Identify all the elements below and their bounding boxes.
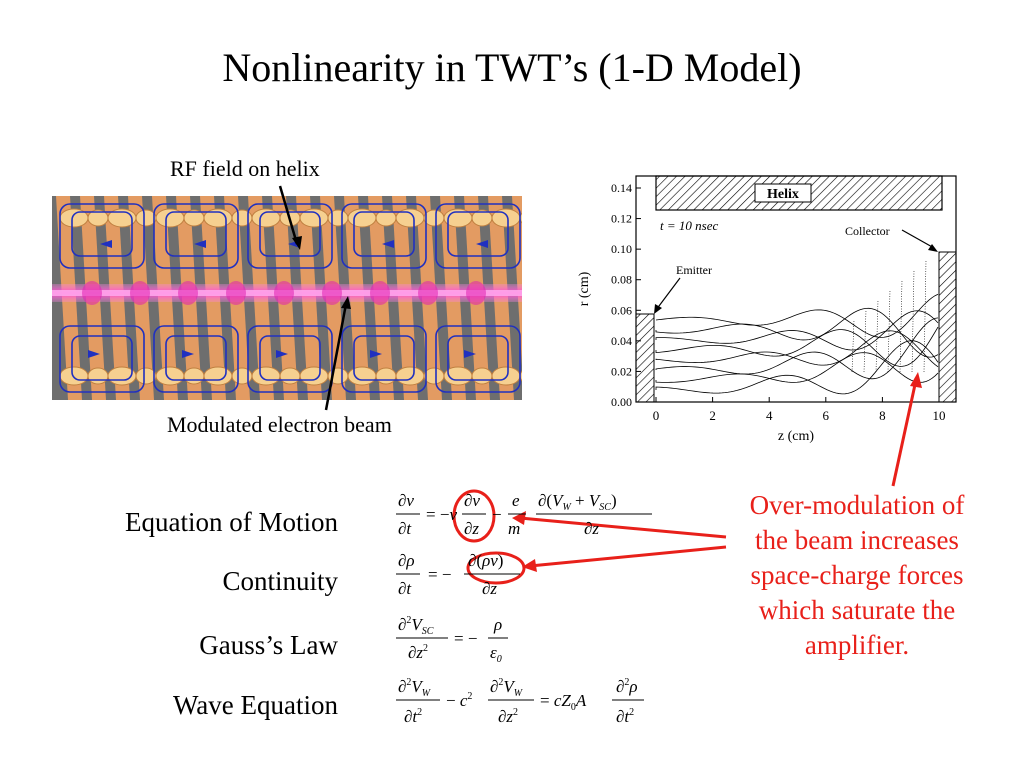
y-tick-label: 0.10 — [611, 242, 632, 256]
svg-text:m: m — [508, 519, 520, 538]
y-tick-label: 0.08 — [611, 273, 632, 287]
svg-text:∂t: ∂t — [398, 519, 412, 538]
time-text: t = 10 nsec — [660, 218, 718, 233]
equation-gauss: ∂2VSC ∂z2 = − ρ ε0 — [396, 615, 508, 665]
beam-label: Modulated electron beam — [167, 412, 392, 437]
svg-text:e: e — [512, 491, 520, 510]
svg-text:ε0: ε0 — [490, 643, 502, 665]
helix-illustration — [52, 196, 541, 400]
svg-text:∂z: ∂z — [482, 579, 497, 598]
svg-text:− c2: − c2 — [446, 691, 472, 710]
equation-motion: ∂v ∂t = −v ∂v ∂z − e m ∂(VW + VSC) ∂z — [396, 491, 652, 538]
y-tick-label: 0.06 — [611, 303, 632, 317]
plot-ylabel: r (cm) — [577, 271, 592, 306]
plot-svg: Helix t = 10 nsec Emitter Collector 0 2 4 6… — [577, 175, 957, 444]
x-tick-label: 4 — [766, 408, 773, 423]
collector-text: Collector — [845, 224, 890, 238]
svg-text:∂v: ∂v — [464, 491, 480, 510]
equations-image: ∂v ∂t = −v ∂v ∂z − e m ∂(VW + VSC) ∂z ∂ρ… — [396, 491, 652, 726]
svg-text:∂t2: ∂t2 — [616, 707, 634, 726]
svg-text:= −: = − — [454, 629, 477, 648]
y-tick-label: 0.00 — [611, 395, 632, 409]
emitter-block — [635, 313, 655, 403]
svg-text:∂t: ∂t — [398, 579, 412, 598]
equation-label-motion: Equation of Motion — [125, 507, 338, 537]
helix-diagram-svg — [52, 196, 541, 400]
svg-text:∂2VW: ∂2VW — [490, 677, 524, 699]
plot-ticks: 0 2 4 6 8 10 0.00 0.02 0.04 0.06 0.08 0.10 0.12 0.14 — [611, 181, 946, 423]
saturation-annotation: Over-modulation of the beam increases sp… — [749, 490, 965, 660]
collector-block — [938, 251, 957, 403]
svg-text:∂z: ∂z — [464, 519, 479, 538]
svg-text:∂(ρv): ∂(ρv) — [468, 551, 503, 570]
svg-text:∂z2: ∂z2 — [408, 643, 428, 662]
svg-text:∂(VW + VSC): ∂(VW + VSC) — [538, 491, 617, 513]
svg-text:∂ρ: ∂ρ — [398, 551, 415, 570]
y-tick-label: 0.14 — [611, 181, 632, 195]
svg-text:∂z: ∂z — [584, 519, 599, 538]
svg-text:ρ: ρ — [493, 615, 502, 634]
field-lines — [59, 203, 521, 393]
equation-label-gauss: Gauss’s Law — [199, 630, 338, 660]
electron-trajectories — [655, 259, 939, 395]
slide-title: Nonlinearity in TWT’s (1-D Model) — [222, 45, 802, 90]
y-tick-label: 0.02 — [611, 364, 632, 378]
simulation-plot: Helix t = 10 nsec Emitter Collector 0 2 4 6… — [572, 170, 972, 445]
x-tick-label: 10 — [933, 408, 946, 423]
svg-text:∂v: ∂v — [398, 491, 414, 510]
svg-text:∂2VW: ∂2VW — [398, 677, 432, 699]
emitter-text: Emitter — [676, 263, 712, 277]
y-tick-label: 0.12 — [611, 212, 632, 226]
svg-text:∂2ρ: ∂2ρ — [616, 677, 638, 696]
svg-text:∂t2: ∂t2 — [404, 707, 422, 726]
x-tick-label: 6 — [823, 408, 830, 423]
plot-xlabel: z (cm) — [778, 429, 814, 444]
rf-field-label: RF field on helix — [170, 156, 320, 181]
equation-label-continuity: Continuity — [222, 566, 338, 596]
svg-text:∂2VSC: ∂2VSC — [398, 615, 434, 637]
svg-text:= −: = − — [428, 565, 451, 584]
svg-text:−: − — [492, 505, 502, 524]
x-tick-label: 8 — [879, 408, 886, 423]
equation-label-wave: Wave Equation — [172, 690, 338, 720]
helix-text: Helix — [767, 187, 799, 202]
equation-continuity: ∂ρ ∂t = − ∂(ρv) ∂z — [396, 551, 520, 598]
y-tick-label: 0.04 — [611, 334, 632, 348]
x-tick-label: 2 — [709, 408, 716, 423]
svg-text:= −v: = −v — [426, 505, 457, 524]
equation-wave: ∂2VW ∂t2 − c2 ∂2VW ∂z2 = cZ0A ∂2ρ ∂t2 — [396, 677, 644, 726]
svg-text:= cZ0A: = cZ0A — [540, 691, 587, 713]
svg-text:∂z2: ∂z2 — [498, 707, 518, 726]
x-tick-label: 0 — [653, 408, 660, 423]
